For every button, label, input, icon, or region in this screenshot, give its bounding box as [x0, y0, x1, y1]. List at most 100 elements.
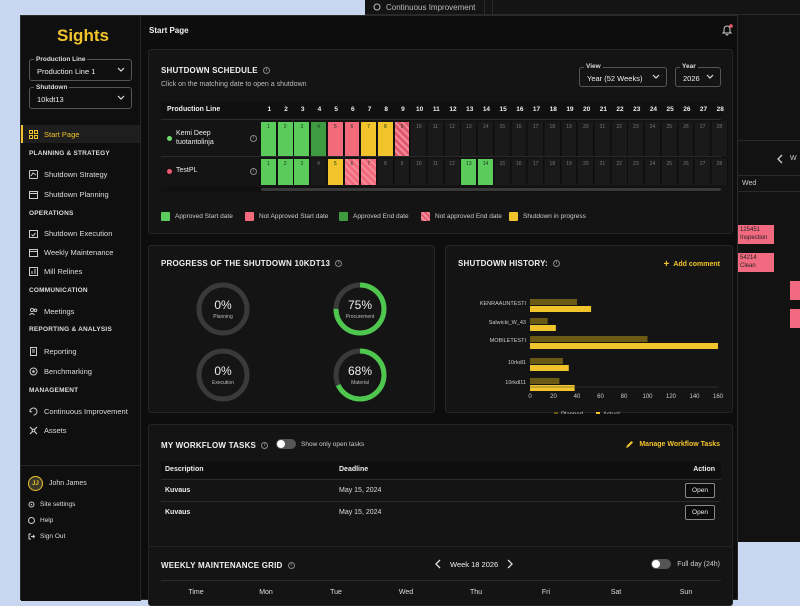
- sidebar-item-benchmarking[interactable]: Benchmarking: [21, 362, 140, 380]
- bell-icon[interactable]: [721, 24, 733, 36]
- gantt-cell[interactable]: 4: [311, 122, 327, 156]
- gantt-cell[interactable]: 27: [695, 122, 712, 156]
- sidebar-item-continuous-improvement[interactable]: Continuous Improvement: [21, 402, 140, 420]
- info-icon[interactable]: [552, 260, 560, 267]
- gantt-cell[interactable]: 18: [544, 122, 561, 156]
- chevron-left-icon[interactable]: [776, 154, 784, 164]
- sidebar-item-meetings[interactable]: Meetings: [21, 302, 140, 320]
- gantt-cell[interactable]: 20: [578, 159, 595, 185]
- view-select[interactable]: View Year (52 Weeks): [579, 63, 667, 87]
- gantt-cell[interactable]: 1: [261, 122, 277, 156]
- gantt-cell[interactable]: 22: [611, 159, 628, 185]
- gantt-cell[interactable]: 28: [711, 122, 728, 156]
- year-select[interactable]: Year 2026: [675, 63, 721, 87]
- sign-out-link[interactable]: Sign Out: [28, 533, 65, 540]
- user-profile[interactable]: JJ John James: [28, 476, 87, 491]
- gantt-cell[interactable]: 26: [678, 159, 695, 185]
- gantt-cell[interactable]: 19: [561, 159, 578, 185]
- gantt-cell[interactable]: 26: [678, 122, 695, 156]
- gantt-cell[interactable]: 9: [394, 159, 411, 185]
- gantt-cell[interactable]: 7: [361, 122, 378, 156]
- info-icon[interactable]: [261, 442, 269, 449]
- sidebar-item-assets[interactable]: Assets: [21, 421, 140, 439]
- gantt-cell[interactable]: 3: [294, 122, 311, 156]
- gantt-cell[interactable]: 1: [261, 159, 277, 185]
- sidebar-item-weekly-maintenance[interactable]: Weekly Maintenance: [21, 243, 140, 261]
- gantt-cell[interactable]: 3: [294, 159, 311, 185]
- sidebar-item-shutdown-strategy[interactable]: Shutdown Strategy: [21, 165, 140, 183]
- gantt-cell[interactable]: 7: [361, 159, 378, 185]
- bg-continuous-improvement-item[interactable]: Continuous Improvement: [365, 0, 485, 15]
- gantt-cell[interactable]: 22: [611, 122, 628, 156]
- full-day-toggle[interactable]: Full day (24h): [651, 559, 720, 569]
- gantt-cell[interactable]: 4: [311, 159, 327, 185]
- chevron-right-icon[interactable]: [506, 559, 514, 569]
- gantt-cell[interactable]: 27: [695, 159, 712, 185]
- add-comment-button[interactable]: + Add comment: [663, 259, 720, 270]
- gantt-cell[interactable]: 20: [578, 122, 595, 156]
- gantt-cell[interactable]: 16: [511, 159, 528, 185]
- gantt-cell[interactable]: 10: [411, 122, 428, 156]
- gantt-cell[interactable]: 2: [277, 122, 294, 156]
- info-icon[interactable]: [250, 135, 257, 142]
- open-tasks-toggle[interactable]: Show only open tasks: [276, 439, 364, 449]
- sidebar-item-shutdown-planning[interactable]: Shutdown Planning: [21, 185, 140, 203]
- gantt-cell[interactable]: 19: [561, 122, 578, 156]
- gantt-cell[interactable]: 12: [444, 122, 461, 156]
- toggle-switch[interactable]: [651, 559, 672, 569]
- open-task-button[interactable]: Open: [685, 482, 715, 498]
- bg-event-1[interactable]: 125451 Inspection: [738, 225, 774, 244]
- sidebar-item-reporting[interactable]: Reporting: [21, 342, 140, 360]
- manage-workflow-tasks-button[interactable]: Manage Workflow Tasks: [625, 440, 720, 449]
- gantt-cell[interactable]: 18: [544, 159, 561, 185]
- gantt-cell[interactable]: 14: [478, 122, 494, 156]
- gantt-cell[interactable]: 17: [528, 159, 545, 185]
- gantt-cell[interactable]: 5: [327, 159, 344, 185]
- gantt-cell[interactable]: 25: [661, 122, 678, 156]
- gantt-cell[interactable]: 11: [428, 159, 444, 185]
- gantt-cell[interactable]: 15: [494, 122, 511, 156]
- gantt-cell[interactable]: 8: [377, 122, 394, 156]
- gantt-cell[interactable]: 24: [645, 122, 661, 156]
- sidebar-item-shutdown-execution[interactable]: Shutdown Execution: [21, 224, 140, 242]
- gantt-cell[interactable]: 2: [277, 159, 294, 185]
- gantt-cell[interactable]: 10: [411, 159, 428, 185]
- gantt-cell[interactable]: 6: [344, 159, 361, 185]
- toggle-switch[interactable]: [276, 439, 296, 449]
- gantt-cell[interactable]: 23: [628, 159, 645, 185]
- gantt-cell[interactable]: 5: [327, 122, 344, 156]
- info-icon[interactable]: [250, 168, 257, 175]
- gantt-cell[interactable]: 15: [494, 159, 511, 185]
- info-icon[interactable]: [262, 67, 270, 74]
- gantt-cell[interactable]: 23: [628, 122, 645, 156]
- chevron-left-icon[interactable]: [435, 559, 442, 569]
- bg-event-2[interactable]: 54214 Clean: [738, 253, 774, 272]
- gantt-cell[interactable]: 17: [528, 122, 545, 156]
- gantt-cell[interactable]: 13: [461, 122, 478, 156]
- info-icon[interactable]: [287, 562, 295, 569]
- sidebar-item-mill-relines[interactable]: Mill Relines: [21, 262, 140, 280]
- gantt-scrollbar[interactable]: [161, 187, 721, 192]
- gantt-cell[interactable]: 6: [344, 122, 361, 156]
- gantt-cell[interactable]: 21: [595, 159, 611, 185]
- gantt-cell[interactable]: 9: [394, 122, 411, 156]
- gantt-cell[interactable]: 14: [478, 159, 494, 185]
- gantt-cell[interactable]: 16: [511, 122, 528, 156]
- open-task-button[interactable]: Open: [685, 504, 715, 520]
- gantt-cell[interactable]: 21: [595, 122, 611, 156]
- info-icon[interactable]: [335, 260, 343, 267]
- gantt-cell[interactable]: 24: [645, 159, 661, 185]
- production-line-select[interactable]: Production Line Production Line 1: [29, 56, 132, 81]
- sidebar-item-start-page[interactable]: Start Page: [21, 125, 140, 143]
- gantt-cell[interactable]: 8: [377, 159, 394, 185]
- gantt-cell[interactable]: 13: [461, 159, 478, 185]
- shutdown-select[interactable]: Shutdown 10kdt13: [29, 84, 132, 109]
- scrollbar-thumb[interactable]: [261, 188, 721, 191]
- gantt-cell[interactable]: 11: [428, 122, 444, 156]
- site-settings-link[interactable]: Site settings: [28, 501, 75, 508]
- bg-event-3[interactable]: [790, 281, 800, 300]
- gantt-cell[interactable]: 25: [661, 159, 678, 185]
- help-link[interactable]: Help: [28, 517, 53, 524]
- gantt-cell[interactable]: 12: [444, 159, 461, 185]
- gantt-cell[interactable]: 28: [711, 159, 728, 185]
